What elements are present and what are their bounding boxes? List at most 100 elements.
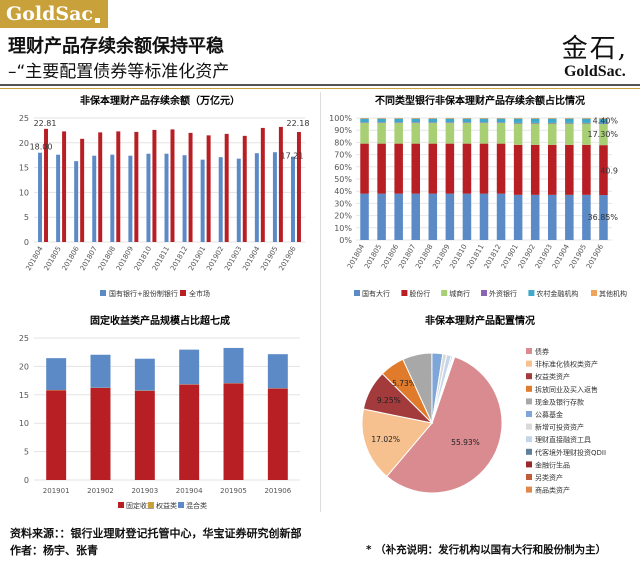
bar-bank (254, 153, 259, 242)
legend-swatch (526, 486, 532, 493)
legend-label: 股份行 (409, 289, 430, 298)
bar-market (44, 128, 49, 242)
stack-segment (548, 194, 557, 240)
stack-segment (360, 122, 369, 144)
bar-bank (92, 155, 97, 242)
legend-label: 外资银行 (489, 289, 517, 298)
stack-segment (394, 143, 403, 194)
slice-label: 17.02% (371, 435, 400, 444)
stack-segment (377, 122, 386, 144)
stack-segment (479, 122, 489, 144)
x-tick-label: 201904 (176, 487, 203, 495)
data-label: 22.18 (287, 119, 310, 128)
stack-segment (360, 122, 369, 123)
stack-segment (411, 193, 420, 240)
stack-segment (445, 118, 455, 119)
stack-segment (445, 122, 455, 144)
bar-bank (38, 152, 43, 242)
bar-market (98, 132, 103, 242)
stack-segment (496, 193, 506, 240)
chart-share-panel: 不同类型银行非保本理财产品存续余额占比情况 0% 10% 20% 30% 40% 50% 60… (320, 90, 640, 308)
bar-bank (56, 154, 61, 242)
legend-label: 非标准化债权类资产 (535, 360, 598, 369)
slice-label: 55.93% (451, 438, 480, 447)
legend-label: 权益类 (156, 501, 177, 510)
stack-segment (479, 122, 489, 123)
stack-segment (530, 118, 540, 119)
stack-segment (428, 193, 438, 240)
stack-segment (513, 118, 523, 119)
legend-swatch (526, 474, 532, 480)
legend-swatch (354, 290, 360, 296)
legend-label: 混合类 (186, 501, 207, 510)
bar-bank (272, 152, 277, 242)
x-tick-label: 201902 (87, 487, 114, 495)
stack-segment (223, 347, 244, 384)
stack-segment (565, 122, 574, 124)
slice-label: 5.73% (392, 379, 416, 388)
stack-segment (513, 194, 523, 240)
stack-segment (479, 118, 489, 119)
stack-segment (462, 118, 472, 123)
stack-segment (360, 118, 369, 119)
stack-segment (599, 195, 608, 240)
bar-bank (182, 155, 187, 242)
y-tick-label: 0 (24, 476, 29, 485)
bar-bank (218, 157, 223, 242)
stack-segment (582, 123, 591, 145)
stack-segment (462, 143, 472, 194)
legend-label: 公募基金 (535, 410, 563, 419)
bar-market (296, 131, 301, 242)
stack-segment (428, 143, 438, 194)
panel-divider (320, 92, 321, 512)
stack-segment (530, 122, 540, 124)
header-rule (0, 84, 640, 86)
chart-title: 固定收益类产品规模占比超七成 (90, 314, 230, 327)
stack-segment (428, 118, 438, 119)
legend-swatch (591, 290, 597, 296)
legend-label: 国有大行 (362, 289, 390, 298)
legend-label: 国有银行+股份制银行 (109, 289, 178, 298)
legend-label: 城商行 (449, 289, 470, 298)
legend-swatch (526, 373, 532, 380)
bar-bank (110, 154, 115, 242)
y-tick-label: 15 (19, 391, 29, 400)
stack-segment (179, 349, 200, 385)
stack-segment (377, 118, 386, 123)
legend-label: 固定收益 (126, 501, 154, 510)
stack-segment (462, 122, 472, 123)
legend-label: 新增可投资资产 (535, 423, 584, 432)
chart-title: 非保本理财产品存续余额（万亿元） (80, 94, 240, 107)
stack-segment (599, 123, 608, 125)
stack-segment (530, 194, 540, 240)
stack-segment (462, 118, 472, 119)
stack-segment (496, 122, 506, 144)
stack-segment (496, 118, 506, 119)
stack-segment (513, 144, 523, 195)
stack-segment (428, 118, 438, 123)
bar-bank (236, 158, 241, 242)
y-tick-label: 100% (329, 114, 352, 123)
stack-segment (462, 193, 472, 240)
stack-segment (267, 388, 288, 480)
stack-segment (599, 124, 608, 146)
data-label: 17.30% (587, 130, 618, 139)
legend-swatch (526, 398, 532, 405)
x-tick-label: 201906 (264, 487, 291, 495)
legend-label: 代客境外理财投资QDII (535, 448, 606, 457)
stack-segment (394, 193, 403, 240)
stack-segment (377, 118, 386, 119)
stack-segment (582, 194, 591, 240)
stack-segment (394, 118, 403, 119)
stack-segment (134, 358, 155, 391)
bar-bank (200, 159, 205, 242)
y-tick-label: 15 (19, 164, 29, 173)
y-tick-label: 50% (334, 175, 352, 184)
stack-segment (411, 122, 420, 144)
legend-swatch (526, 348, 532, 354)
legend-label: 拆放同业及买入返售 (535, 385, 598, 394)
chart-balance-panel: 非保本理财产品存续余额（万亿元） 0 5 10 15 20 25 201804 201805 20… (0, 90, 320, 308)
stack-segment (565, 118, 574, 123)
y-tick-label: 10 (19, 188, 29, 197)
bar-market (152, 129, 157, 242)
